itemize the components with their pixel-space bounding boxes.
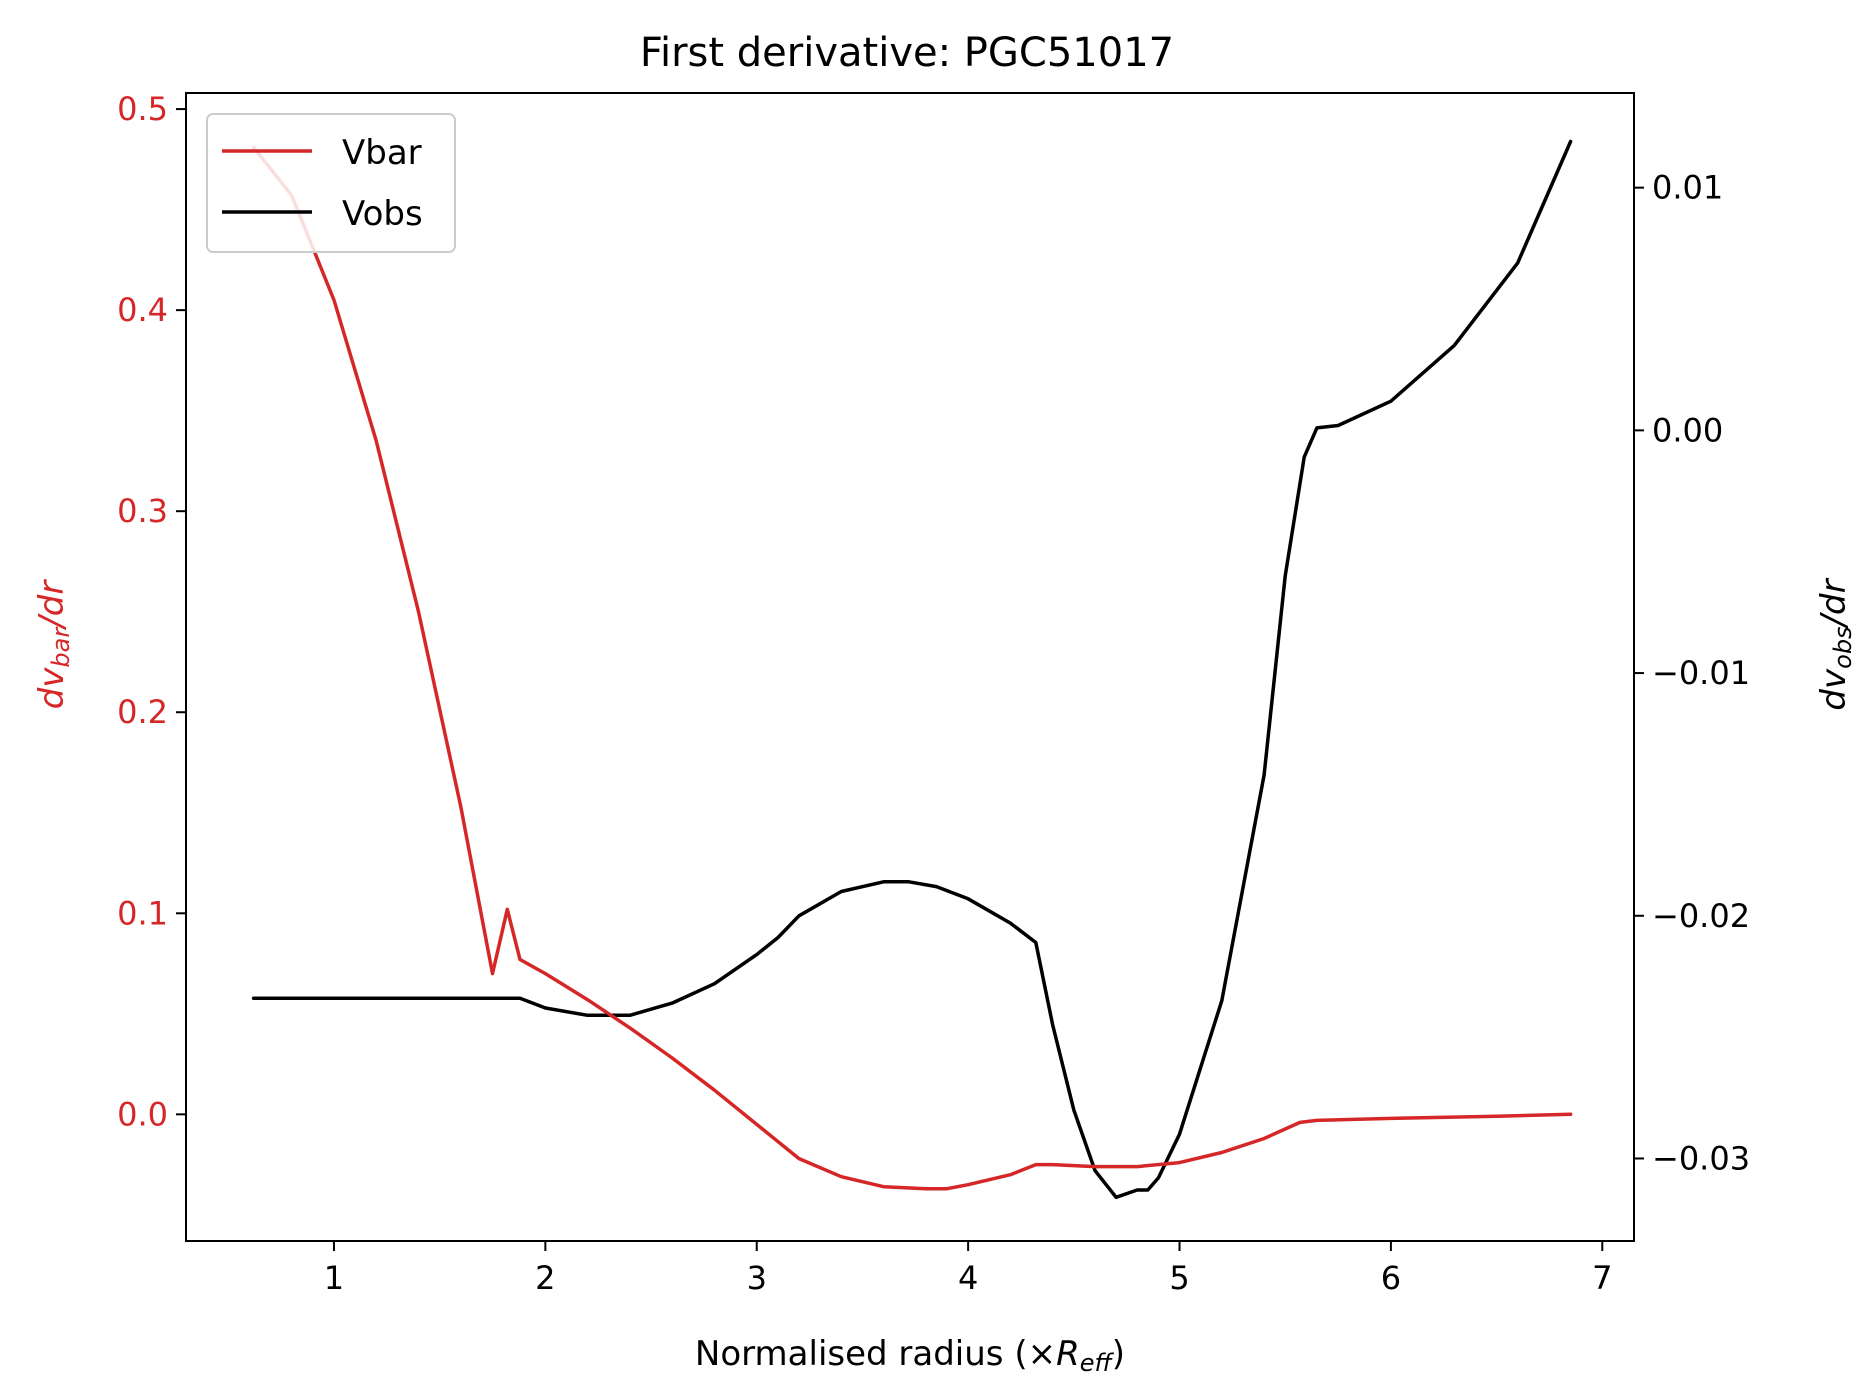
y-right-label-pre: dv [1814, 668, 1854, 711]
x-tick-label: 7 [1592, 1259, 1612, 1297]
series-line-vobs [251, 139, 1573, 1200]
y-right-tick-label: 0.01 [1652, 169, 1723, 207]
chart-title: First derivative: PGC51017 [640, 30, 1174, 76]
y-left-label-sub: bar [47, 626, 75, 668]
y-left-tick-label: 0.4 [117, 291, 168, 329]
legend-box [206, 113, 456, 253]
y-axis-label-right: dvobs/dr [1814, 577, 1857, 710]
x-axis-label-main: Normalised radius (× [695, 1334, 1056, 1374]
x-tick-label: 6 [1381, 1259, 1401, 1297]
x-tick-label: 1 [324, 1259, 344, 1297]
x-axis: 1 2 3 4 5 6 7 [324, 1241, 1612, 1297]
y-left-tick-label: 0.0 [117, 1095, 168, 1133]
plot-area [251, 139, 1573, 1200]
y-right-tick-label: 0.00 [1652, 411, 1723, 449]
y-left-tick-label: 0.5 [117, 90, 168, 128]
x-axis-label-close: ) [1112, 1334, 1125, 1374]
x-axis-label-symbol: R [1056, 1334, 1080, 1374]
y-right-tick-label: −0.03 [1652, 1139, 1750, 1177]
y-left-tick-label: 0.2 [117, 693, 168, 731]
y-right-label-post: /dr [1814, 577, 1854, 629]
legend: Vbar Vobs [206, 113, 456, 253]
y-axis-label-left: dvbar/dr [32, 579, 75, 710]
legend-label-vobs: Vobs [342, 194, 423, 234]
y-left-label-post: /dr [32, 579, 72, 631]
x-tick-label: 4 [958, 1259, 978, 1297]
y-right-tick-label: −0.02 [1652, 897, 1750, 935]
x-axis-label: Normalised radius (×Reff) [695, 1334, 1125, 1377]
y-axis-left: 0.0 0.1 0.2 0.3 0.4 0.5 [117, 90, 186, 1133]
x-tick-label: 3 [747, 1259, 767, 1297]
y-left-tick-label: 0.3 [117, 492, 168, 530]
y-right-tick-label: −0.01 [1652, 654, 1750, 692]
x-tick-label: 2 [535, 1259, 555, 1297]
plot-frame [185, 92, 1635, 1242]
series-line-vbar [251, 145, 1573, 1191]
y-right-label-sub: obs [1829, 626, 1857, 668]
y-left-tick-label: 0.1 [117, 894, 168, 932]
legend-label-vbar: Vbar [342, 133, 422, 173]
x-tick-label: 5 [1169, 1259, 1189, 1297]
y-left-label-pre: dv [32, 667, 72, 710]
y-axis-right: −0.03 −0.02 −0.01 0.00 0.01 [1634, 169, 1750, 1177]
x-axis-label-subscript: eff [1080, 1349, 1115, 1377]
